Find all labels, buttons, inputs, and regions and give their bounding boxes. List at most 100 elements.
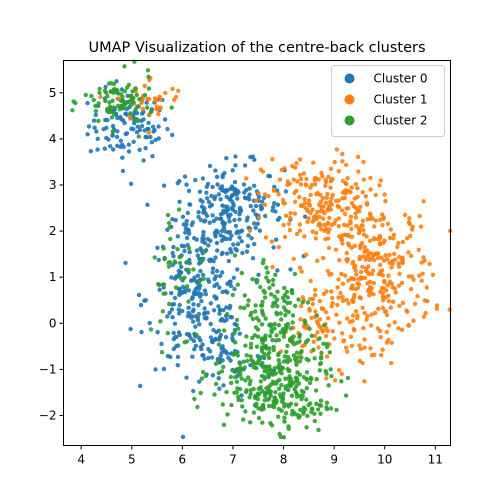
scatter-point [137,147,142,152]
scatter-point [277,392,283,397]
scatter-point [293,375,299,380]
scatter-point [344,297,349,303]
scatter-point [283,313,288,318]
scatter-point [307,380,313,386]
scatter-point [384,329,389,335]
scatter-point [289,412,295,417]
scatter-point [213,255,218,260]
scatter-point [173,218,178,223]
scatter-point [281,305,287,310]
scatter-point [147,320,152,326]
scatter-point [241,182,247,187]
scatter-point [217,285,222,290]
scatter-point [169,291,174,296]
scatter-point [283,376,288,381]
scatter-point [365,314,370,319]
scatter-point [189,278,194,283]
scatter-point [191,319,196,324]
scatter-point [310,229,315,234]
scatter-point [137,97,142,102]
scatter-point [253,303,258,308]
scatter-point [207,204,213,209]
scatter-point [281,222,286,228]
scatter-point [233,350,238,356]
scatter-point [412,301,418,306]
scatter-point [115,115,120,121]
scatter-point [361,159,366,165]
scatter-point [163,90,168,96]
scatter-point [375,236,380,242]
scatter-point [386,273,391,278]
scatter-point [248,203,253,209]
scatter-point [98,94,103,100]
scatter-point [400,239,406,245]
scatter-point [349,343,355,348]
scatter-point [210,373,216,378]
scatter-point [248,345,254,350]
scatter-point [310,296,316,302]
scatter-point [290,320,295,325]
scatter-point [277,377,282,383]
scatter-point [325,328,330,334]
scatter-point [389,265,394,270]
scatter-point [407,216,412,221]
scatter-point [252,157,257,162]
scatter-point [314,401,319,406]
scatter-point [368,216,373,222]
scatter-point [185,210,190,216]
scatter-point [253,203,259,209]
scatter-point [167,310,172,315]
scatter-point [434,303,440,308]
scatter-point [214,228,219,233]
scatter-point [248,362,253,368]
scatter-point [114,88,120,93]
scatter-point [297,195,302,200]
scatter-point [376,306,381,311]
scatter-point [170,315,175,320]
scatter-point [411,277,416,282]
scatter-point [137,127,143,133]
scatter-point [196,311,201,317]
scatter-point [378,335,383,340]
scatter-point [214,329,219,335]
scatter-point [71,99,76,104]
scatter-point [282,234,288,240]
scatter-point [204,190,209,195]
scatter-point [336,368,342,373]
scatter-point [97,86,102,92]
scatter-point [311,347,316,352]
scatter-point [279,382,284,388]
scatter-point [345,316,350,321]
scatter-point [94,129,99,134]
scatter-point [176,207,182,212]
scatter-point [184,235,190,241]
scatter-point [156,282,161,287]
scatter-point [196,214,201,220]
scatter-point [186,267,191,273]
scatter-point [282,415,287,420]
y-tick-label: 1 [49,270,57,284]
scatter-point [286,426,291,431]
scatter-point [232,286,237,292]
scatter-point [344,181,349,187]
scatter-point [317,223,323,228]
scatter-point [196,302,201,308]
scatter-point [395,244,400,250]
scatter-point [200,342,205,347]
scatter-point [297,332,302,337]
scatter-point [285,343,290,348]
scatter-point [198,390,203,396]
scatter-point [336,169,341,174]
scatter-point [365,281,370,286]
scatter-point [299,349,304,354]
scatter-point [381,240,386,245]
scatter-point [304,397,309,402]
scatter-point [295,179,300,184]
scatter-point [368,187,373,192]
scatter-point [243,176,249,181]
scatter-point [379,255,384,260]
scatter-point [161,246,166,251]
scatter-point [246,298,251,303]
scatter-point [362,310,367,316]
scatter-point [153,137,158,143]
